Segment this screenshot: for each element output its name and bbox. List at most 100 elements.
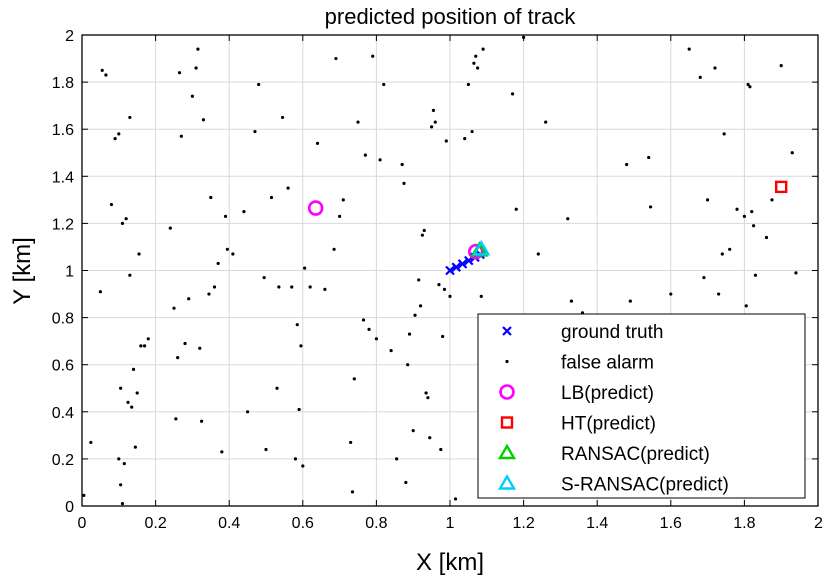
false-alarm-point	[146, 337, 150, 341]
false-alarm-point	[472, 61, 476, 65]
false-alarm-point	[420, 233, 424, 237]
legend-box	[477, 313, 806, 499]
false-alarm-point	[444, 139, 448, 143]
y-tick-label: 1.8	[52, 75, 74, 92]
false-alarm-point	[168, 226, 172, 230]
false-alarm-point	[441, 334, 445, 339]
false-alarm-point	[400, 162, 404, 167]
false-alarm-point	[453, 497, 458, 501]
false-alarm-point	[413, 313, 417, 317]
false-alarm-point	[323, 287, 327, 291]
false-alarm-point	[120, 221, 125, 225]
false-alarm-point	[481, 47, 485, 51]
false-alarm-point	[207, 292, 211, 296]
false-alarm-point	[361, 318, 366, 322]
false-alarm-point	[510, 92, 515, 96]
false-alarm-point	[395, 457, 399, 461]
false-alarm-point	[122, 462, 126, 466]
y-tick-label: 1.2	[52, 216, 74, 233]
false-alarm-point	[301, 464, 305, 468]
false-alarm-point	[194, 66, 198, 70]
false-alarm-point	[176, 356, 180, 360]
y-tick-label: 0	[65, 499, 74, 516]
false-alarm-point	[117, 132, 121, 136]
false-alarm-point	[334, 56, 338, 61]
false-alarm-point	[424, 391, 428, 395]
false-alarm-point	[253, 129, 257, 134]
false-alarm-point	[706, 198, 710, 202]
false-alarm-point	[174, 417, 178, 421]
false-alarm-point	[402, 181, 406, 185]
x-tick-label: 1.2	[512, 515, 534, 532]
false-alarm-point	[717, 292, 721, 296]
false-alarm-point	[442, 287, 447, 291]
false-alarm-point	[418, 304, 423, 308]
legend-label-ground-truth: ground truth	[561, 322, 663, 343]
false-alarm-point	[764, 235, 769, 240]
y-tick-label: 0.4	[52, 405, 74, 422]
false-alarm-point	[389, 348, 393, 353]
false-alarm-point	[109, 202, 114, 207]
false-alarm-point	[177, 71, 182, 75]
false-alarm-point	[113, 137, 117, 141]
false-alarm-point	[371, 54, 375, 58]
false-alarm-point	[779, 64, 783, 68]
false-alarm-point	[139, 344, 143, 348]
false-alarm-point	[748, 85, 752, 89]
false-alarm-point	[569, 299, 574, 303]
false-alarm-point	[702, 275, 706, 280]
false-alarm-point	[82, 493, 86, 498]
false-alarm-point	[124, 217, 128, 221]
false-alarm-point	[275, 386, 279, 390]
false-alarm-point	[522, 35, 526, 39]
false-alarm-point	[297, 407, 301, 412]
false-alarm-point	[752, 224, 756, 228]
false-alarm-point	[720, 252, 724, 256]
legend-marker-ground-truth	[502, 326, 512, 336]
false-alarm-point	[722, 132, 726, 136]
false-alarm-point	[735, 207, 739, 211]
false-alarm-point	[428, 436, 432, 440]
x-tick-label: 1	[446, 515, 455, 532]
legend-label-s-ransac-predict: S-RANSAC(predict)	[561, 475, 729, 496]
legend-label-lb-predict: LB(predict)	[561, 383, 654, 404]
false-alarm-point	[303, 266, 307, 270]
ground-truth-point	[457, 259, 468, 269]
legend-label-ht-predict: HT(predict)	[561, 414, 656, 435]
false-alarm-point	[209, 195, 213, 200]
false-alarm-point	[277, 285, 281, 289]
y-tick-label: 0.8	[52, 311, 74, 328]
false-alarm-point	[231, 252, 235, 256]
false-alarm-point	[746, 82, 750, 87]
false-alarm-point	[308, 285, 312, 289]
ht-predict-point	[775, 180, 788, 194]
false-alarm-point	[753, 273, 758, 277]
false-alarm-point	[212, 285, 217, 289]
false-alarm-point	[647, 155, 651, 160]
s-ransac-predict-point	[472, 239, 491, 256]
false-alarm-point	[119, 386, 123, 390]
false-alarm-point	[142, 344, 147, 348]
legend-marker-ht-predict	[500, 416, 514, 429]
false-alarm-point	[187, 297, 191, 301]
false-alarm-point	[246, 410, 250, 414]
false-alarm-point	[378, 158, 382, 162]
false-alarm-point	[625, 162, 629, 167]
false-alarm-point	[728, 247, 732, 251]
y-tick-label: 1	[65, 264, 74, 281]
false-alarm-point	[367, 327, 371, 331]
false-alarm-point	[698, 75, 702, 79]
false-alarm-point	[363, 153, 367, 157]
false-alarm-point	[687, 47, 691, 51]
false-alarm-point	[628, 299, 632, 303]
ground-truth-point	[445, 265, 455, 276]
false-alarm-point	[286, 186, 290, 190]
false-alarm-point	[433, 120, 437, 124]
false-alarm-point	[133, 445, 137, 449]
false-alarm-point	[117, 457, 121, 461]
false-alarm-point	[474, 54, 478, 58]
false-alarm-point	[128, 115, 132, 120]
false-alarm-point	[448, 294, 452, 299]
false-alarm-point	[350, 490, 355, 494]
lb-predict-point	[307, 200, 324, 216]
